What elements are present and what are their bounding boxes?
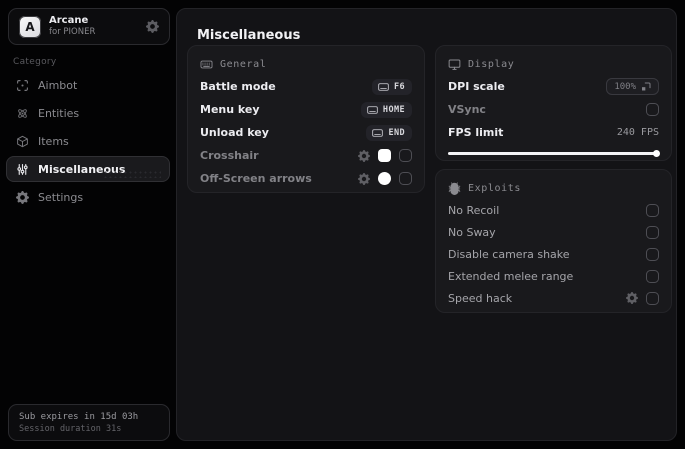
keyboard-icon bbox=[200, 58, 213, 71]
keybind-badge[interactable]: HOME bbox=[360, 101, 412, 118]
sidebar-item-settings[interactable]: Settings bbox=[6, 184, 170, 210]
page-title: Miscellaneous bbox=[197, 28, 301, 43]
sidebar-item-entities[interactable]: Entities bbox=[6, 100, 170, 126]
setting-label: VSync bbox=[448, 103, 486, 116]
color-swatch[interactable] bbox=[378, 172, 391, 185]
keybind-badge[interactable]: F6 bbox=[371, 78, 412, 95]
keybind-badge[interactable]: END bbox=[366, 124, 412, 141]
setting-label: Off-Screen arrows bbox=[200, 172, 312, 185]
speed-hack-checkbox[interactable] bbox=[646, 291, 659, 305]
exploits-panel: Exploits No Recoil No Sway Disable camer… bbox=[435, 169, 672, 313]
app-logo-letter: A bbox=[25, 19, 35, 34]
general-panel: General Battle mode F6 Menu key HOME Unl… bbox=[187, 45, 425, 193]
no-recoil-checkbox[interactable] bbox=[646, 203, 659, 217]
setting-label: No Recoil bbox=[448, 203, 500, 217]
setting-label: DPI scale bbox=[448, 80, 505, 93]
crosshair-checkbox[interactable] bbox=[399, 149, 412, 162]
panel-title: Exploits bbox=[468, 182, 521, 194]
scale-icon bbox=[641, 82, 651, 92]
dpi-scale-value: 100% bbox=[614, 81, 636, 92]
setting-label: Unload key bbox=[200, 126, 269, 139]
setting-label: Extended melee range bbox=[448, 269, 574, 283]
dots-decoration bbox=[103, 170, 161, 178]
sidebar-item-items[interactable]: Items bbox=[6, 128, 170, 154]
package-icon bbox=[16, 135, 29, 148]
gear-icon bbox=[16, 190, 29, 204]
category-label: Category bbox=[13, 57, 57, 67]
setting-row-speed-hack: Speed hack bbox=[448, 287, 659, 309]
gear-icon[interactable] bbox=[358, 149, 370, 162]
setting-label: No Sway bbox=[448, 225, 496, 239]
sidebar-item-label: Aimbot bbox=[38, 78, 78, 92]
keybind-value: END bbox=[388, 127, 405, 138]
disable-camera-shake-checkbox[interactable] bbox=[646, 247, 659, 261]
subscription-info-card: Sub expires in 15d 03h Session duration … bbox=[8, 404, 170, 441]
sidebar-item-miscellaneous[interactable]: Miscellaneous bbox=[6, 156, 170, 182]
keybind-value: HOME bbox=[382, 104, 405, 115]
setting-row-battle-mode: Battle mode F6 bbox=[200, 75, 412, 98]
no-sway-checkbox[interactable] bbox=[646, 225, 659, 239]
fps-limit-value: 240 FPS bbox=[616, 127, 659, 138]
settings-gear-icon[interactable] bbox=[146, 20, 159, 33]
setting-label: Speed hack bbox=[448, 291, 513, 305]
color-swatch[interactable] bbox=[378, 149, 391, 162]
session-duration-text: Session duration 31s bbox=[19, 423, 122, 434]
gear-icon[interactable] bbox=[626, 292, 638, 304]
setting-row-crosshair: Crosshair bbox=[200, 144, 412, 167]
setting-row-fps-limit: FPS limit 240 FPS bbox=[448, 121, 659, 144]
slider-track bbox=[448, 152, 659, 155]
main-content: Miscellaneous General Battle mode F6 Men… bbox=[176, 8, 677, 441]
sliders-icon bbox=[16, 163, 29, 176]
panel-title: General bbox=[220, 58, 267, 70]
panel-title: Display bbox=[468, 58, 515, 70]
sidebar-nav: Aimbot Entities Items Miscellaneous bbox=[6, 72, 170, 212]
offscreen-arrows-checkbox[interactable] bbox=[399, 172, 412, 185]
sidebar-item-label: Entities bbox=[38, 106, 80, 120]
setting-row-unload-key: Unload key END bbox=[200, 121, 412, 144]
keyboard-icon bbox=[372, 128, 384, 137]
app-header-card: A Arcane for PIONER bbox=[8, 8, 170, 45]
scan-crosshair-icon bbox=[16, 79, 29, 92]
sidebar: A Arcane for PIONER Category Aimbot Enti… bbox=[0, 0, 176, 449]
monitor-icon bbox=[448, 58, 461, 71]
setting-row-menu-key: Menu key HOME bbox=[200, 98, 412, 121]
atom-icon bbox=[16, 107, 29, 120]
fps-limit-slider[interactable] bbox=[448, 150, 660, 157]
setting-row-no-recoil: No Recoil bbox=[448, 199, 659, 221]
setting-label: FPS limit bbox=[448, 126, 504, 139]
keyboard-icon bbox=[378, 82, 389, 91]
setting-label: Crosshair bbox=[200, 149, 259, 162]
dpi-scale-select[interactable]: 100% bbox=[606, 78, 659, 95]
sidebar-item-label: Items bbox=[38, 134, 69, 148]
app-name: Arcane bbox=[49, 14, 89, 26]
sidebar-item-aimbot[interactable]: Aimbot bbox=[6, 72, 170, 98]
app-subtitle: for PIONER bbox=[49, 27, 96, 38]
keybind-value: F6 bbox=[393, 81, 405, 92]
setting-row-extended-melee-range: Extended melee range bbox=[448, 265, 659, 287]
setting-row-dpi-scale: DPI scale 100% bbox=[448, 75, 659, 98]
setting-label: Battle mode bbox=[200, 80, 276, 93]
slider-knob[interactable] bbox=[653, 150, 660, 157]
setting-row-vsync: VSync bbox=[448, 98, 659, 121]
app-logo: A bbox=[19, 15, 41, 38]
display-panel: Display DPI scale 100% VSync FPS limit 2… bbox=[435, 45, 672, 161]
vsync-checkbox[interactable] bbox=[646, 103, 659, 116]
setting-label: Disable camera shake bbox=[448, 247, 570, 261]
setting-row-disable-camera-shake: Disable camera shake bbox=[448, 243, 659, 265]
setting-label: Menu key bbox=[200, 103, 260, 116]
setting-row-offscreen-arrows: Off-Screen arrows bbox=[200, 167, 412, 190]
keyboard-icon bbox=[367, 105, 378, 114]
gear-icon[interactable] bbox=[358, 172, 370, 185]
bug-icon bbox=[448, 181, 461, 195]
sidebar-item-label: Settings bbox=[38, 190, 84, 204]
setting-row-no-sway: No Sway bbox=[448, 221, 659, 243]
sub-expiry-text: Sub expires in 15d 03h bbox=[19, 411, 139, 422]
extended-melee-range-checkbox[interactable] bbox=[646, 269, 659, 283]
